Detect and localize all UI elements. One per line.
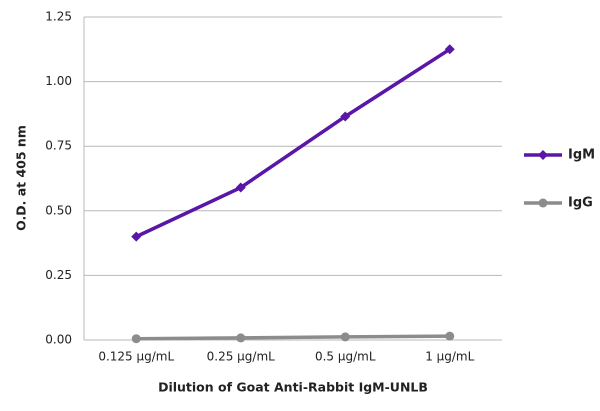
y-tick-label: 1.25 <box>45 10 72 24</box>
legend-marker <box>538 150 548 160</box>
legend-label: IgG <box>568 196 593 211</box>
data-point <box>236 333 246 343</box>
y-tick-label: 0.00 <box>45 333 72 347</box>
data-point <box>444 44 455 55</box>
series-line <box>136 334 450 341</box>
y-tick-label: 0.25 <box>45 268 72 282</box>
data-point <box>340 111 351 122</box>
x-axis-title: Dilution of Goat Anti-Rabbit IgM-UNLB <box>158 380 428 395</box>
legend-label: IgM <box>568 148 595 163</box>
data-point <box>235 182 246 193</box>
x-tick-label: 1 μg/mL <box>425 350 474 364</box>
data-point <box>445 331 455 341</box>
legend-marker <box>538 198 548 208</box>
data-point <box>131 231 142 242</box>
y-tick-label: 0.75 <box>45 139 72 153</box>
x-tick-label: 0.25 μg/mL <box>207 350 276 364</box>
y-tick-label: 1.00 <box>45 74 72 88</box>
data-point <box>340 332 350 342</box>
x-tick-label: 0.5 μg/mL <box>315 350 376 364</box>
y-tick-label: 0.50 <box>45 203 72 217</box>
x-tick-label: 0.125 μg/mL <box>98 350 174 364</box>
series-line <box>135 47 451 239</box>
y-axis-title: O.D. at 405 nm <box>14 125 29 231</box>
data-point <box>131 334 141 344</box>
